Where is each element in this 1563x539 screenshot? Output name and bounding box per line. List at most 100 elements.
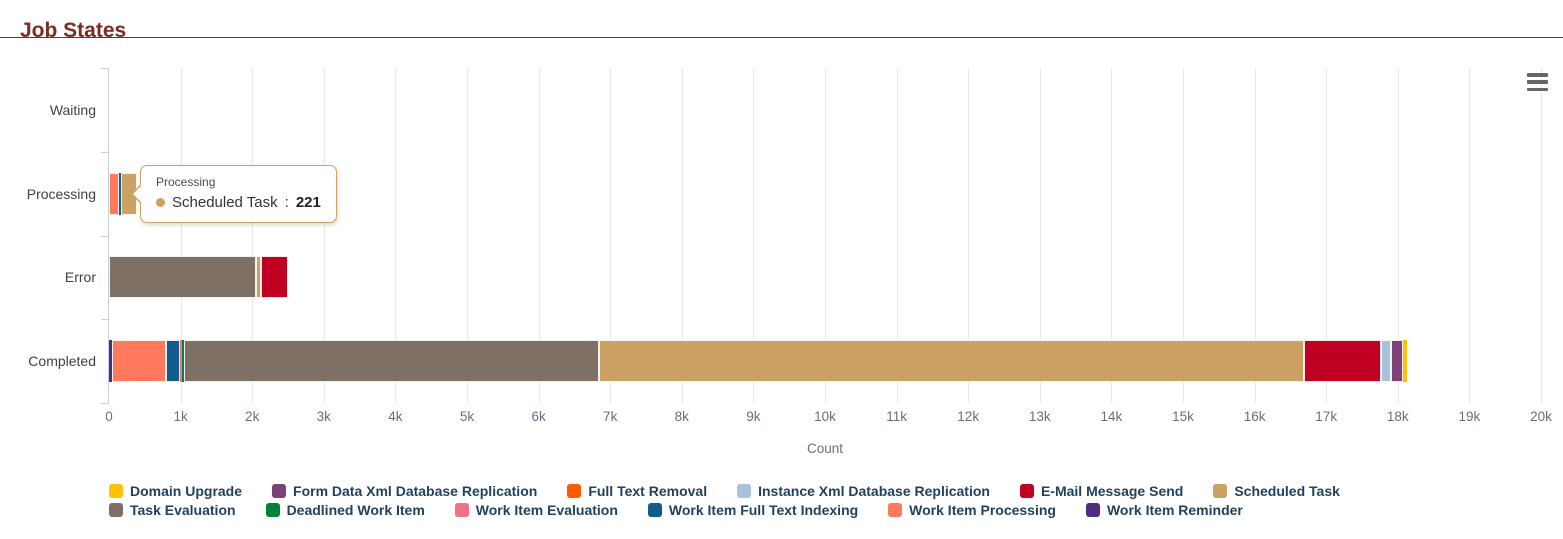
- y-axis-tick: [101, 151, 108, 153]
- legend-item-deadlined-work-item[interactable]: Deadlined Work Item: [265, 502, 425, 518]
- x-tick-label: 0: [105, 409, 113, 424]
- gridline: [968, 68, 970, 403]
- y-axis-tick: [101, 235, 108, 237]
- gridline: [1111, 68, 1113, 403]
- y-axis-line: [108, 68, 109, 404]
- bar-segment-work-item-reminder[interactable]: [109, 340, 112, 383]
- bar-segment-work-item-full-text-indexing[interactable]: [166, 340, 180, 383]
- hamburger-bar: [1527, 87, 1548, 91]
- bar-segment-form-data-xml-database-replication[interactable]: [1390, 340, 1404, 383]
- legend-swatch-icon: [454, 503, 469, 517]
- legend-swatch-icon: [647, 503, 662, 517]
- gridline: [1183, 68, 1184, 403]
- legend-swatch-icon: [888, 503, 903, 517]
- gridline: [252, 68, 254, 403]
- x-tick-label: 15k: [1172, 409, 1194, 424]
- x-tick-label: 11k: [886, 409, 907, 424]
- x-tick-label: 3k: [316, 409, 331, 424]
- legend-label: E-Mail Message Send: [1040, 483, 1184, 499]
- legend-item-work-item-full-text-indexing[interactable]: Work Item Full Text Indexing: [647, 502, 859, 518]
- legend-swatch-icon: [109, 484, 123, 498]
- bar-segment-task-evaluation[interactable]: [109, 256, 256, 299]
- legend-item-task-evaluation[interactable]: Task Evaluation: [109, 502, 236, 518]
- legend-item-instance-xml-database-replication[interactable]: Instance Xml Database Replication: [737, 483, 990, 499]
- legend-label: Deadlined Work Item: [286, 502, 425, 518]
- gridline: [1541, 68, 1542, 403]
- bar-segment-e-mail-message-send[interactable]: [1304, 340, 1381, 383]
- bar-segment-work-item-processing[interactable]: [111, 340, 167, 383]
- gridline: [1397, 68, 1399, 403]
- y-axis-tick: [101, 68, 108, 69]
- gridline: [1469, 68, 1471, 403]
- x-tick-label: 5k: [459, 409, 475, 424]
- bar-segment-domain-upgrade[interactable]: [1403, 340, 1407, 383]
- chart-legend: Domain Upgrade Form Data Xml Database Rep…: [109, 483, 1340, 518]
- legend-swatch-icon: [1213, 484, 1228, 498]
- legend-label: Domain Upgrade: [130, 483, 243, 499]
- bar-segment-work-item-full-text-indexing[interactable]: [119, 172, 122, 215]
- legend-label: Form Data Xml Database Replication: [293, 483, 538, 499]
- legend-item-domain-upgrade[interactable]: Domain Upgrade: [109, 483, 242, 499]
- bar-segment-work-item-processing[interactable]: [109, 172, 120, 215]
- legend-item-work-item-evaluation[interactable]: Work Item Evaluation: [454, 502, 618, 518]
- page-title: Job States: [20, 19, 127, 43]
- gridline: [323, 68, 325, 403]
- legend-swatch-icon: [109, 503, 123, 517]
- legend-item-work-item-processing[interactable]: Work Item Processing: [888, 502, 1056, 518]
- gridline: [825, 68, 826, 403]
- bar-segment-scheduled-task[interactable]: [255, 256, 262, 299]
- x-tick-label: 19k: [1458, 409, 1481, 424]
- bar-segment-task-evaluation[interactable]: [183, 340, 600, 383]
- legend-label: Instance Xml Database Replication: [758, 483, 990, 499]
- x-tick-label: 1k: [173, 409, 188, 424]
- legend-swatch-icon: [265, 503, 280, 517]
- legend-item-form-data-xml-database-replication[interactable]: Form Data Xml Database Replication: [272, 483, 537, 499]
- bar-segment-work-item-evaluation[interactable]: [179, 340, 182, 383]
- tooltip-series-line: Scheduled Task: 221: [156, 194, 321, 211]
- gridline: [753, 68, 755, 403]
- legend-label: Work Item Full Text Indexing: [668, 502, 859, 518]
- x-tick-label: 12k: [957, 409, 980, 424]
- gridline: [180, 68, 182, 403]
- bar-row-completed: [109, 340, 1407, 383]
- x-tick-label: 2k: [245, 409, 260, 424]
- bar-segment-scheduled-task[interactable]: [599, 340, 1305, 383]
- x-tick-label: 16k: [1243, 409, 1266, 424]
- x-tick-label: 4k: [388, 409, 403, 424]
- x-tick-label: 6k: [531, 409, 546, 424]
- x-tick-label: 10k: [814, 409, 836, 424]
- gridline: [610, 68, 612, 403]
- bar-segment-instance-xml-database-replication[interactable]: [1380, 340, 1391, 383]
- bar-segment-e-mail-message-send[interactable]: [261, 256, 288, 299]
- legend-swatch-icon: [1019, 484, 1034, 498]
- legend-item-scheduled-task[interactable]: Scheduled Task: [1213, 483, 1340, 499]
- legend-row: Domain Upgrade Form Data Xml Database Rep…: [109, 483, 1340, 499]
- x-axis-title: Count: [806, 441, 844, 456]
- legend-item-work-item-reminder[interactable]: Work Item Reminder: [1085, 502, 1243, 518]
- x-tick-label: 13k: [1028, 409, 1051, 424]
- legend-item-e-mail-message-send[interactable]: E-Mail Message Send: [1019, 483, 1184, 499]
- tooltip-category: Processing: [156, 175, 216, 189]
- hamburger-icon[interactable]: [1527, 73, 1548, 91]
- series-dot-icon: [156, 198, 165, 207]
- gridline: [467, 68, 468, 403]
- category-label-processing: Processing: [26, 185, 96, 202]
- gridline: [681, 68, 683, 403]
- category-label-waiting: Waiting: [49, 101, 96, 118]
- legend-label: Work Item Evaluation: [475, 502, 618, 518]
- x-tick-label: 20k: [1530, 409, 1552, 424]
- gridline: [1039, 68, 1041, 403]
- legend-label: Scheduled Task: [1234, 483, 1340, 499]
- gridline: [395, 68, 397, 403]
- x-tick-label: 9k: [746, 409, 761, 424]
- gridline: [1326, 68, 1328, 403]
- x-tick-label: 8k: [674, 409, 689, 424]
- chart-tooltip: Processing Scheduled Task: 221: [131, 165, 337, 223]
- legend-swatch-icon: [737, 484, 752, 498]
- legend-item-full-text-removal[interactable]: Full Text Removal: [567, 483, 707, 499]
- tooltip-value: 221: [295, 194, 321, 211]
- legend-swatch-icon: [272, 484, 287, 498]
- x-tick-label: 7k: [603, 409, 618, 424]
- bar-segment-deadlined-work-item[interactable]: [182, 340, 184, 383]
